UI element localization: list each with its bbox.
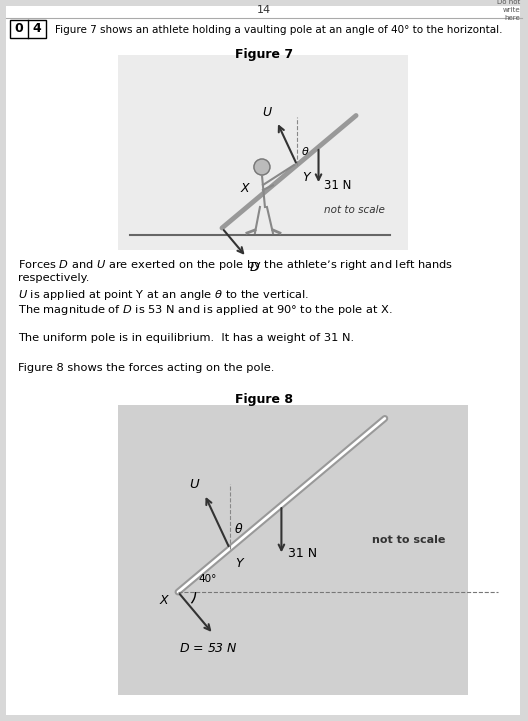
Text: The uniform pole is in equilibrium.  It has a weight of 31 N.: The uniform pole is in equilibrium. It h…: [18, 333, 354, 343]
Text: Forces $D$ and $U$ are exerted on the pole by the athlete’s right and left hands: Forces $D$ and $U$ are exerted on the po…: [18, 258, 453, 272]
Text: respectively.: respectively.: [18, 273, 89, 283]
Text: $D$ = 53 N: $D$ = 53 N: [179, 642, 238, 655]
Circle shape: [254, 159, 270, 175]
Text: $D$: $D$: [249, 261, 260, 274]
Text: The magnitude of $D$ is 53 N and is applied at 90° to the pole at X.: The magnitude of $D$ is 53 N and is appl…: [18, 303, 392, 317]
Text: Do not
write
here: Do not write here: [497, 0, 520, 20]
Text: $U$ is applied at point Y at an angle $\theta$ to the vertical.: $U$ is applied at point Y at an angle $\…: [18, 288, 309, 302]
Text: $Y$: $Y$: [302, 171, 313, 184]
Text: $Y$: $Y$: [235, 557, 245, 570]
Text: Figure 7 shows an athlete holding a vaulting pole at an angle of 40° to the hori: Figure 7 shows an athlete holding a vaul…: [55, 25, 503, 35]
Text: $X$: $X$: [159, 594, 170, 607]
Text: not to scale: not to scale: [372, 535, 445, 545]
Text: 14: 14: [257, 5, 271, 15]
Text: not to scale: not to scale: [324, 205, 385, 215]
Text: 4: 4: [33, 22, 41, 35]
Text: $\theta$: $\theta$: [234, 521, 243, 536]
Bar: [118, 55, 408, 250]
Text: Figure 8 shows the forces acting on the pole.: Figure 8 shows the forces acting on the …: [18, 363, 275, 373]
Bar: [118, 405, 468, 695]
Text: Figure 8: Figure 8: [235, 393, 293, 406]
Text: $U$: $U$: [189, 478, 200, 491]
Bar: [10, 20, 46, 38]
Text: $\theta$: $\theta$: [301, 145, 309, 157]
Text: $X$: $X$: [240, 182, 251, 195]
Text: 40°: 40°: [198, 574, 216, 584]
Text: 31 N: 31 N: [288, 547, 317, 560]
Text: 31 N: 31 N: [324, 179, 351, 192]
Text: $U$: $U$: [262, 105, 273, 118]
Text: 0: 0: [15, 22, 23, 35]
Text: Figure 7: Figure 7: [235, 48, 293, 61]
